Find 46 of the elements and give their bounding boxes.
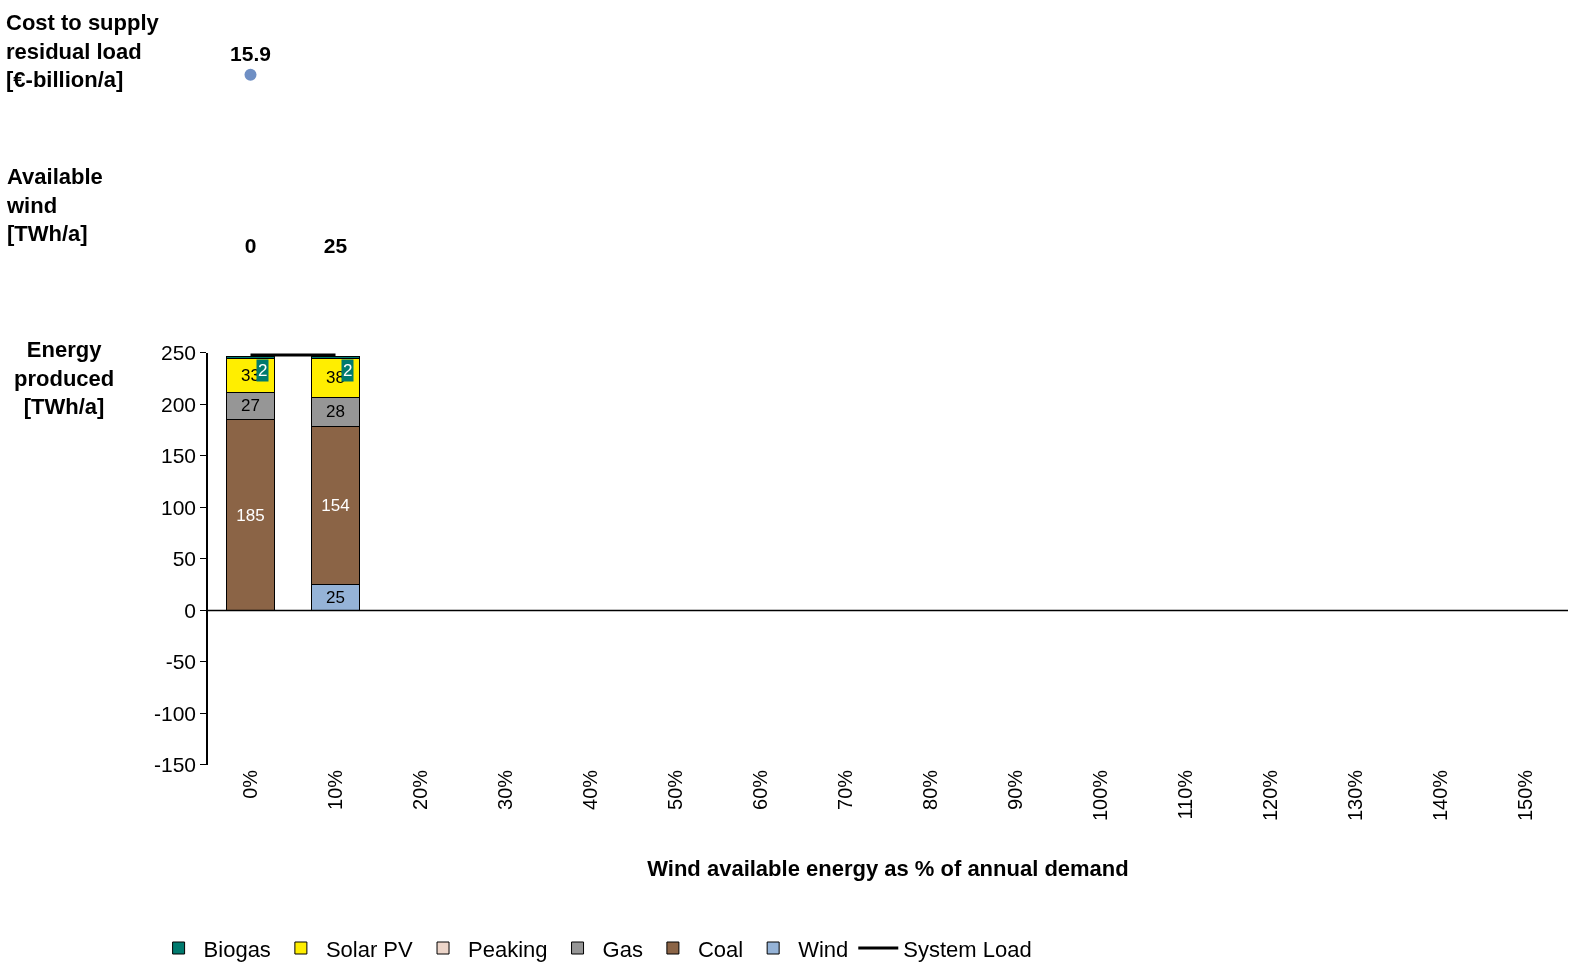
data-label: 25 [323,234,348,258]
x-tick-label: 120% [1259,769,1281,822]
legend-label: Solar PV [325,936,414,962]
data-label: 0 [244,234,257,258]
y-tick-label: 250 [161,341,197,365]
y-tick-label: -150 [154,753,197,777]
data-label: 25 [326,588,345,608]
x-tick-label: 130% [1344,769,1366,822]
x-tick-label: 80% [919,769,941,810]
x-tick-label: 100% [1089,769,1111,822]
y-tick-label: -100 [154,701,197,725]
legend-label: Gas [602,936,643,962]
x-tick-label: 0% [239,769,261,799]
x-tick-label: 20% [409,769,431,810]
y-axis-title: Energy produced [TWh/a] [14,337,115,420]
data-label: 2 [343,361,353,380]
legend-label: Peaking [468,936,548,962]
x-tick-label: 40% [579,769,601,810]
data-label: 28 [326,402,345,422]
text: Cost to supply residual load [€-billion/a] [6,10,160,93]
y-tick-label: 150 [161,444,197,468]
x-tick-label: 140% [1429,769,1451,822]
y-tick-label: -50 [165,650,197,674]
x-tick-label: 60% [749,769,771,810]
y-tick-label: 50 [172,547,197,571]
data-label: 15.9 [230,41,271,65]
x-axis-title: Wind available energy as % of annual demand [647,855,1129,881]
data-label: 154 [321,495,350,515]
text: Available wind [TWh/a] [6,164,103,247]
y-tick-label: 200 [161,392,197,416]
x-tick-label: 30% [494,769,516,810]
x-tick-label: 150% [1514,769,1536,822]
legend-label: Wind [798,936,849,962]
x-tick-label: 70% [834,769,856,810]
x-tick-label: 110% [1174,769,1196,820]
legend-label: Biogas [203,936,271,962]
data-label: 2 [258,361,268,380]
data-label: 27 [241,396,260,416]
x-tick-label: 90% [1004,769,1026,810]
data-label: 185 [236,505,265,525]
x-tick-label: 50% [664,769,686,810]
y-tick-label: 0 [184,598,197,622]
legend-label: Coal [697,936,744,962]
legend-label: System Load [903,936,1032,962]
y-tick-label: 100 [161,495,197,519]
x-tick-label: 10% [324,769,346,810]
